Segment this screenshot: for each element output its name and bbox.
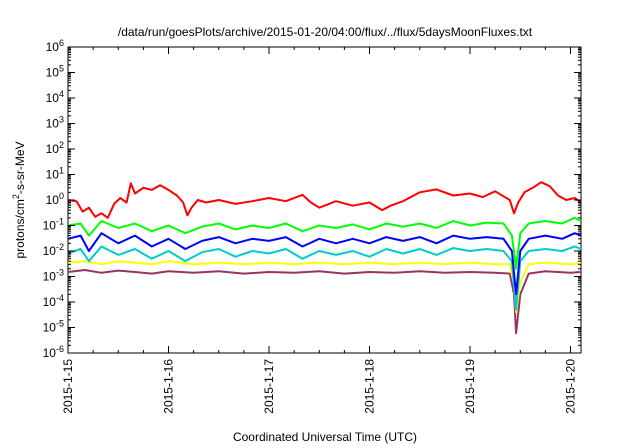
y-tick-label: 106 (46, 38, 64, 54)
y-tick-base: 10 (43, 270, 57, 284)
y-tick-label: 100 (46, 191, 64, 207)
x-tick-label: 2015-1-19 (463, 359, 477, 414)
y-tick-base: 10 (43, 346, 57, 360)
y-tick-exponent: 0 (59, 191, 64, 201)
y-tick-exponent: -2 (56, 242, 64, 252)
y-axis-title-main: protons/cm (13, 199, 27, 258)
y-axis-title: protons/cm2-s-sr-MeV (11, 141, 27, 258)
y-tick-exponent: 1 (59, 166, 64, 176)
y-tick-label: 10-5 (43, 319, 64, 335)
plot-area: 10-610-510-410-310-210-11001011021031041… (43, 38, 582, 414)
y-tick-base: 10 (43, 219, 57, 233)
y-tick-base: 10 (46, 193, 60, 207)
y-axis-title-rest: -s-sr-MeV (13, 141, 27, 194)
y-tick-exponent: -1 (56, 217, 64, 227)
y-tick-label: 101 (46, 166, 64, 182)
x-tick-label: 2015-1-15 (61, 359, 75, 414)
x-tick-label: 2015-1-16 (162, 359, 176, 414)
series-line (67, 181, 582, 219)
y-tick-exponent: -5 (56, 319, 64, 329)
series-line (67, 216, 582, 270)
y-tick-label: 104 (46, 89, 64, 105)
y-tick-label: 10-6 (43, 344, 64, 360)
plot-frame (67, 46, 582, 354)
y-tick-label: 102 (46, 140, 64, 156)
y-tick-base: 10 (46, 142, 60, 156)
y-tick-exponent: 6 (59, 38, 64, 48)
y-tick-exponent: -3 (56, 268, 64, 278)
y-tick-exponent: 5 (59, 64, 64, 74)
series-layer (67, 181, 582, 335)
y-tick-label: 103 (46, 115, 64, 131)
y-tick-base: 10 (43, 244, 57, 258)
y-axis-title-superscript: 2 (11, 194, 21, 199)
y-tick-base: 10 (46, 91, 60, 105)
y-tick-exponent: 4 (59, 89, 64, 99)
y-axis-ticks: 10-610-510-410-310-210-11001011021031041… (43, 38, 581, 360)
y-tick-base: 10 (46, 117, 60, 131)
series-line (67, 269, 582, 335)
y-tick-exponent: -4 (56, 293, 64, 303)
series-line (67, 232, 582, 296)
x-tick-label: 2015-1-17 (262, 359, 276, 414)
y-tick-label: 10-1 (43, 217, 64, 233)
y-tick-label: 105 (46, 64, 64, 80)
series-line (67, 260, 582, 314)
x-axis-title: Coordinated Universal Time (UTC) (233, 430, 417, 444)
y-tick-label: 10-4 (43, 293, 64, 309)
y-tick-label: 10-3 (43, 268, 64, 284)
y-tick-exponent: -6 (56, 344, 64, 354)
y-tick-base: 10 (43, 321, 57, 335)
y-tick-exponent: 3 (59, 115, 64, 125)
y-tick-base: 10 (46, 66, 60, 80)
x-tick-label: 2015-1-18 (363, 359, 377, 414)
y-tick-base: 10 (46, 168, 60, 182)
x-axis-ticks: 2015-1-15 2015-1-16 2015-1-17 2015-1-18 2015… (61, 47, 578, 414)
x-tick-label: 2015-1-20 (564, 359, 578, 414)
series-line (67, 245, 582, 311)
chart-title: /data/run/goesPlots/archive/2015-01-20/0… (118, 25, 533, 39)
y-tick-exponent: 2 (59, 140, 64, 150)
y-tick-base: 10 (43, 295, 57, 309)
y-tick-label: 10-2 (43, 242, 64, 258)
y-tick-base: 10 (46, 40, 60, 54)
